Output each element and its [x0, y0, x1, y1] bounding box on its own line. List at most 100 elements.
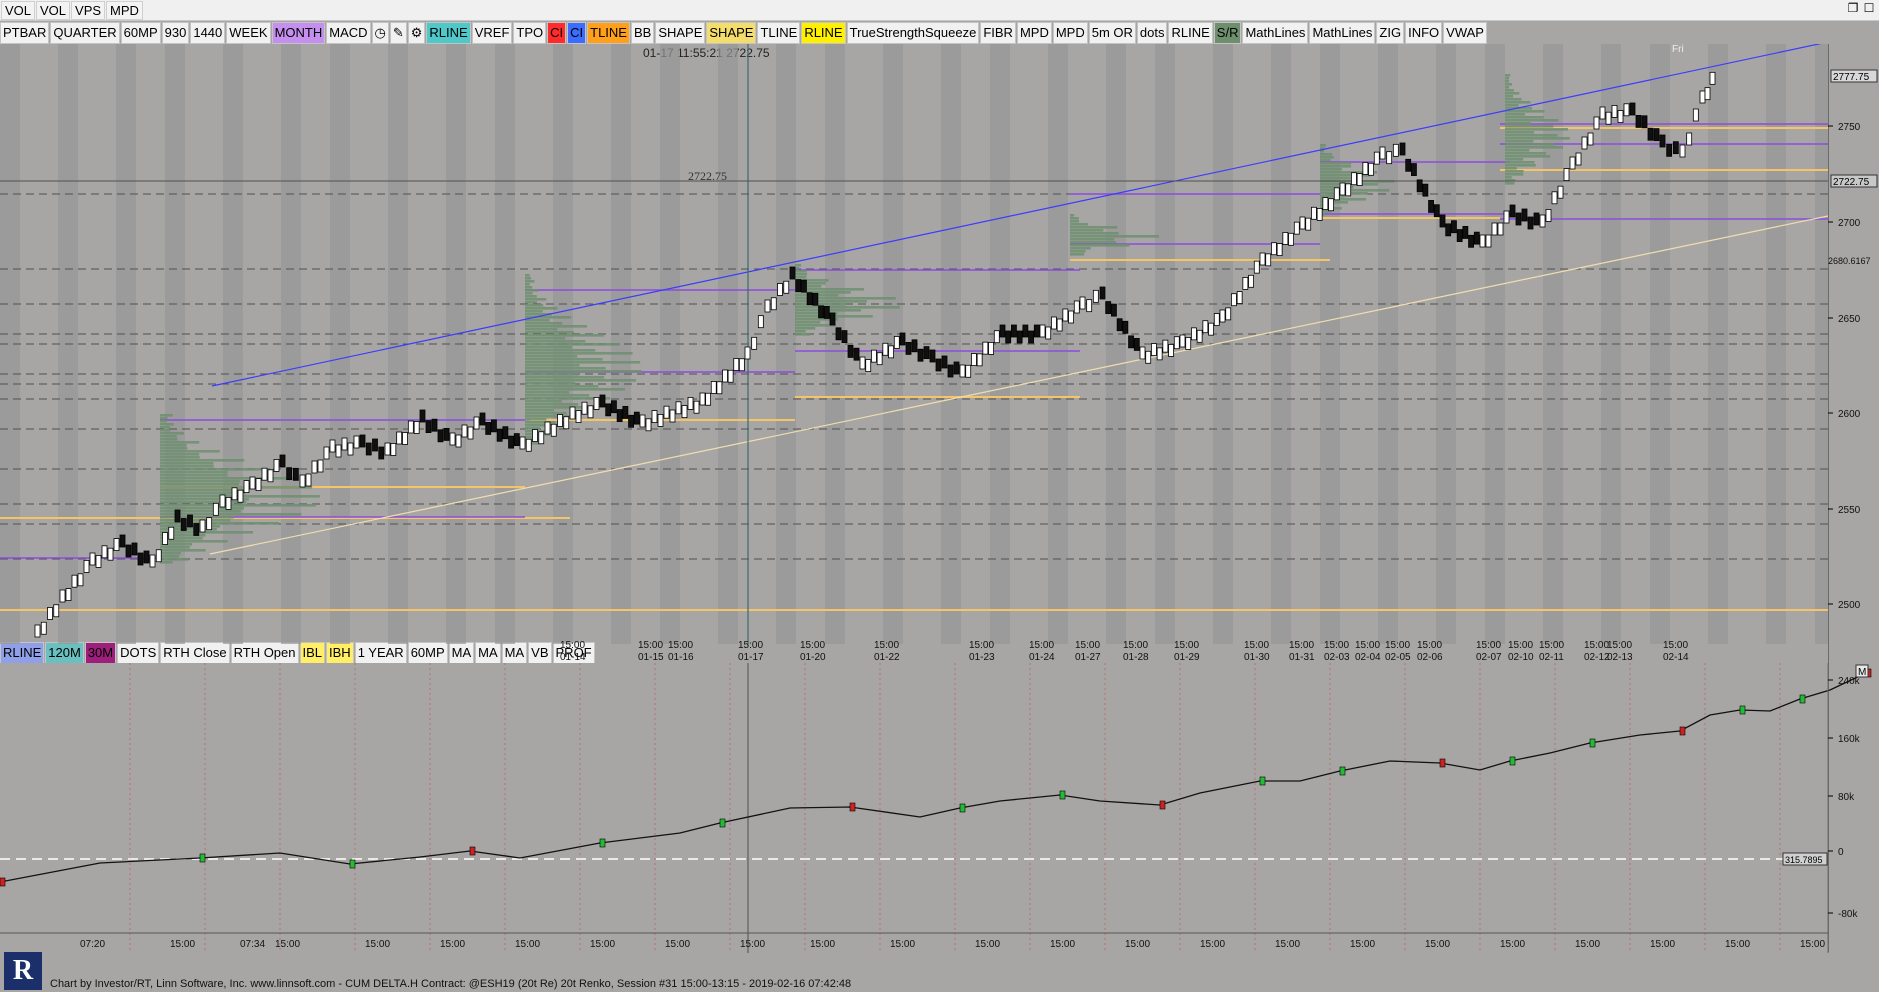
topbar-button-mpd[interactable]: MPD [106, 1, 143, 20]
tool-5m-or-button[interactable]: 5m OR [1088, 22, 1136, 44]
tool2-ibh-button[interactable]: IBH [326, 642, 354, 664]
renko-brick [611, 400, 617, 414]
tool2-120m-button[interactable]: 120M [45, 642, 84, 664]
tool-ptbar-button[interactable]: PTBAR [0, 22, 50, 44]
renko-brick [1122, 320, 1129, 334]
tool-week-button[interactable]: WEEK [226, 22, 271, 44]
tool-tpo-button[interactable]: TPO [513, 22, 547, 44]
tool2-60mp-button[interactable]: 60MP [407, 642, 448, 664]
tool2-rline-button[interactable]: RLINE [0, 642, 45, 664]
tool-vwap-button[interactable]: VWAP [1443, 22, 1487, 44]
restore-icon[interactable]: ❐ [1847, 1, 1859, 15]
renko-brick [871, 349, 877, 363]
topbar-button-vol[interactable]: VOL [36, 1, 71, 20]
price-tick-label: 2750 [1838, 122, 1861, 133]
price-tick-label: 2650 [1838, 314, 1861, 325]
tool-ci-button[interactable]: CI [547, 22, 567, 44]
tool-fibr-button[interactable]: FIBR [980, 22, 1016, 44]
tool-s-r-button[interactable]: S/R [1213, 22, 1242, 44]
time-axis-date: 02-03 [1324, 652, 1350, 663]
renko-brick [639, 414, 646, 428]
volume-profile-bar [1070, 232, 1119, 235]
time-axis-time: 15:00 [1355, 640, 1380, 651]
renko-brick [137, 552, 144, 566]
renko-brick [605, 403, 612, 417]
tool---button[interactable]: ✎ [389, 22, 407, 44]
volume-profile-bar [160, 477, 295, 480]
tool-month-button[interactable]: MONTH [271, 22, 326, 44]
tool-mpd-button[interactable]: MPD [1052, 22, 1088, 44]
tool-truestrengthsqueeze-button[interactable]: TrueStrengthSqueeze [846, 22, 980, 44]
renko-brick [675, 401, 682, 415]
renko-brick [384, 442, 391, 456]
tool-mathlines-button[interactable]: MathLines [1309, 22, 1376, 44]
renko-brick [1575, 152, 1582, 166]
volume-profile-bar [1070, 214, 1075, 217]
time-axis-time: 15:00 [560, 640, 585, 651]
tool-mpd-button[interactable]: MPD [1016, 22, 1052, 44]
time-axis-time: 15:00 [1385, 640, 1410, 651]
volume-profile-bar [1505, 134, 1558, 137]
renko-brick [299, 474, 306, 488]
close-icon[interactable]: ☐ [1863, 1, 1875, 15]
time-axis-date: 01-20 [800, 652, 826, 663]
price-chart[interactable]: 2722.75Fri15:0001-1415:0001-1515:0001-16… [0, 44, 1828, 664]
renko-brick [396, 431, 403, 445]
tool-zig-button[interactable]: ZIG [1376, 22, 1405, 44]
time-axis-date: 01-27 [1075, 652, 1101, 663]
tool2-rth-open-button[interactable]: RTH Open [230, 642, 299, 664]
renko-brick [795, 279, 802, 292]
renko-brick [491, 419, 497, 433]
tool-rline-button[interactable]: RLINE [426, 22, 471, 44]
renko-brick [1248, 274, 1254, 288]
tool-mathlines-button[interactable]: MathLines [1242, 22, 1309, 44]
tool-shape-button[interactable]: SHAPE [655, 22, 706, 44]
tool---button[interactable]: ⚙ [407, 22, 426, 44]
tool-vref-button[interactable]: VREF [471, 22, 513, 44]
renko-brick [976, 353, 983, 367]
cum-delta-chart[interactable]: 240k 160k 80k 0 -80k 315.7895 M 07:20 15:00 07:34… [0, 663, 1879, 953]
tool-tline-button[interactable]: TLINE [587, 22, 630, 44]
tool-60mp-button[interactable]: 60MP [120, 22, 161, 44]
renko-brick [1704, 87, 1711, 101]
renko-brick [1099, 286, 1106, 300]
volume-profile-bar [160, 519, 231, 522]
delta-brick [1439, 758, 1446, 768]
tool-ci-button[interactable]: CI [567, 22, 587, 44]
tool-macd-button[interactable]: MACD [326, 22, 371, 44]
volume-profile-bar [525, 328, 558, 331]
tool-bb-button[interactable]: BB [630, 22, 655, 44]
tool2-prof-button[interactable]: PROF [552, 642, 595, 664]
price-axis[interactable] [1828, 44, 1879, 952]
tool2-1-year-button[interactable]: 1 YEAR [354, 642, 407, 664]
tool-info-button[interactable]: INFO [1405, 22, 1443, 44]
renko-brick [569, 406, 576, 420]
volume-profile-bar [1320, 168, 1342, 171]
renko-brick [437, 429, 444, 443]
time-axis-time: 15:00 [1289, 640, 1314, 651]
tool2-30m-button[interactable]: 30M [84, 642, 117, 664]
renko-brick [1039, 324, 1046, 338]
renko-brick [593, 396, 600, 410]
renko-brick [587, 405, 594, 419]
renko-brick [1485, 234, 1492, 248]
tool-rline-button[interactable]: RLINE [801, 22, 846, 44]
tool-tline-button[interactable]: TLINE [757, 22, 801, 44]
tool---button[interactable]: ◷ [371, 22, 389, 44]
tool2-ma-button[interactable]: MA [501, 642, 528, 664]
renko-brick [1271, 242, 1277, 256]
topbar-button-vol[interactable]: VOL [1, 1, 36, 20]
tool-quarter-button[interactable]: QUARTER [50, 22, 120, 44]
renko-brick [1156, 347, 1163, 361]
tool-1440-button[interactable]: 1440 [190, 22, 226, 44]
bottom-time-label: 15:00 [515, 939, 540, 950]
renko-brick [757, 315, 764, 329]
volume-profile-bar [525, 337, 566, 340]
volume-profile-bar [1320, 165, 1352, 168]
tool-dots-button[interactable]: dots [1136, 22, 1168, 44]
tool-930-button[interactable]: 930 [161, 22, 190, 44]
volume-profile-bar [1505, 143, 1555, 146]
tool-shape-button[interactable]: SHAPE [706, 22, 757, 44]
tool-rline-button[interactable]: RLINE [1168, 22, 1213, 44]
topbar-button-vps[interactable]: VPS [71, 1, 106, 20]
